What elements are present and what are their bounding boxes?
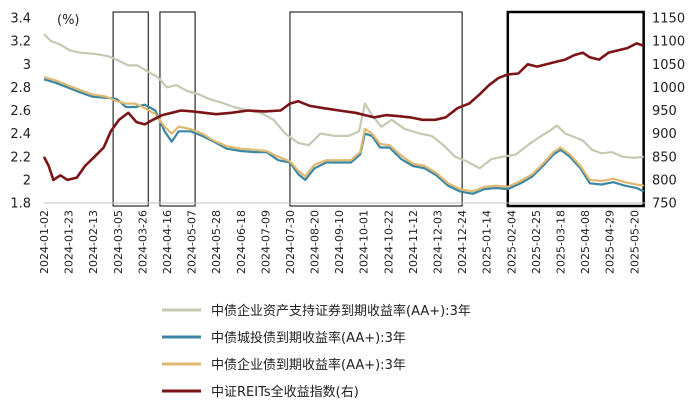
- x-tick-label: 2025-01-14: [481, 210, 494, 274]
- left-tick-label: 3: [23, 58, 31, 73]
- left-tick-label: 1.8: [10, 197, 31, 212]
- highlight-box-1: [112, 11, 149, 207]
- left-tick-label: 2.8: [10, 81, 31, 96]
- x-tick-label: 2024-10-22: [382, 210, 395, 274]
- right-tick-label: 1050: [652, 58, 685, 73]
- right-y-axis: 750 800 850 900 950 1000 1050 1100 1150: [652, 12, 685, 212]
- highlight-box-4: [506, 10, 645, 208]
- legend-label-3: 中债企业债到期收益率(AA+):3年: [211, 357, 406, 373]
- right-tick-label: 950: [652, 104, 677, 119]
- series-lines: [42, 33, 645, 195]
- x-tick-label: 2024-05-28: [210, 210, 223, 274]
- x-tick-label: 2024-12-24: [456, 210, 469, 274]
- left-tick-label: 2.2: [10, 150, 31, 165]
- highlight-boxes: [112, 10, 645, 208]
- x-tick-label: 2024-02-13: [87, 210, 100, 274]
- x-tick-label: 2024-06-18: [235, 210, 248, 274]
- x-tick-label: 2024-05-07: [186, 210, 199, 274]
- right-tick-label: 750: [652, 197, 677, 212]
- y-unit-label: (%): [57, 13, 80, 28]
- series-line-3: [43, 75, 644, 193]
- x-tick-label: 2024-07-09: [259, 210, 272, 274]
- x-tick-label: 2025-04-08: [579, 210, 592, 274]
- x-tick-label: 2024-03-26: [136, 210, 149, 274]
- x-tick-label: 2024-03-05: [112, 210, 125, 274]
- right-tick-label: 1000: [652, 81, 685, 96]
- legend-label-2: 中债城投债到期收益率(AA+):3年: [211, 330, 406, 346]
- x-tick-label: 2024-01-02: [38, 210, 51, 274]
- x-tick-label: 2024-04-16: [161, 210, 174, 274]
- x-tick-label: 2024-11-12: [407, 210, 420, 274]
- right-tick-label: 850: [652, 150, 677, 165]
- x-tick-label: 2024-12-03: [432, 210, 445, 274]
- highlight-box-2: [159, 11, 196, 207]
- left-tick-label: 2.4: [10, 127, 31, 142]
- right-tick-label: 1100: [652, 35, 685, 50]
- series-line-4: [42, 42, 645, 182]
- x-tick-label: 2024-07-30: [284, 210, 297, 274]
- x-tick-label: 2024-01-23: [63, 210, 76, 274]
- x-tick-label: 2025-02-04: [505, 210, 518, 274]
- series-line-1: [43, 33, 644, 170]
- right-tick-label: 900: [652, 127, 677, 142]
- left-tick-label: 2.6: [10, 104, 31, 119]
- legend-label-1: 中债企业资产支持证券到期收益率(AA+):3年: [211, 303, 471, 319]
- x-tick-label: 2025-05-20: [628, 210, 641, 274]
- right-tick-label: 1150: [652, 12, 685, 27]
- highlight-box-3: [289, 11, 463, 207]
- right-tick-label: 800: [652, 173, 677, 188]
- x-axis: 2024-01-02 2024-01-23 2024-02-13 2024-03-05…: [38, 202, 646, 274]
- x-tick-label: 2024-09-10: [333, 210, 346, 274]
- left-tick-label: 2: [23, 173, 31, 188]
- left-tick-label: 3.2: [10, 35, 31, 50]
- x-tick-label: 2024-08-20: [309, 210, 322, 274]
- x-tick-label: 2024-10-01: [358, 210, 371, 274]
- legend-label-4: 中证REITs全收益指数(右): [211, 384, 359, 400]
- series-line-2: [43, 78, 645, 195]
- left-y-axis: 1.8 2 2.2 2.4 2.6 2.8 3 3.2 3.4: [10, 12, 31, 212]
- x-tick-label: 2025-03-18: [555, 210, 568, 274]
- left-tick-label: 3.4: [10, 12, 31, 27]
- legend: 中债企业资产支持证券到期收益率(AA+):3年中债城投债到期收益率(AA+):3…: [162, 303, 471, 400]
- x-tick-label: 2025-04-29: [604, 210, 617, 274]
- x-tick-label: 2025-02-25: [530, 210, 543, 274]
